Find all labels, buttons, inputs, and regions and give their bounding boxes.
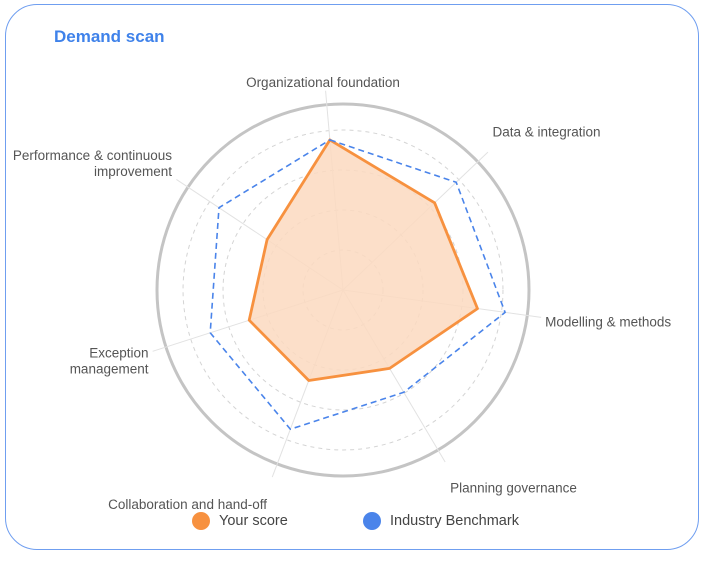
grid-ring bbox=[182, 129, 504, 451]
axis-label: Data & integration bbox=[493, 125, 601, 140]
chart-title: Demand scan bbox=[54, 27, 165, 46]
axis-label-line: Organizational foundation bbox=[246, 75, 400, 90]
legend-item-your-score: Your score bbox=[192, 512, 288, 530]
orange-dot-icon bbox=[192, 512, 210, 530]
axis-label-line: improvement bbox=[94, 164, 172, 179]
axis-label-line: Collaboration and hand-off bbox=[108, 497, 267, 512]
axis-label-line: management bbox=[70, 362, 149, 377]
radar-series bbox=[209, 138, 506, 431]
axis-label-line: Exception bbox=[89, 346, 148, 361]
outer-ring bbox=[155, 102, 531, 478]
axis-label: Modelling & methods bbox=[545, 314, 671, 329]
axis-label: Exception management bbox=[70, 346, 149, 377]
axis-label: Performance & continuous improvement bbox=[13, 148, 172, 179]
radar-axis-labels: Organizational foundation Data & integrat… bbox=[13, 75, 672, 512]
series-industry-benchmark bbox=[209, 139, 506, 431]
axis-label-line: Data & integration bbox=[493, 125, 601, 140]
axis-label-line: Modelling & methods bbox=[545, 314, 671, 329]
axis-label: Collaboration and hand-off bbox=[108, 497, 267, 512]
legend-label: Industry Benchmark bbox=[390, 513, 519, 529]
series-your-score bbox=[247, 138, 479, 382]
axis-label-line: Performance & continuous bbox=[13, 148, 172, 163]
legend-label: Your score bbox=[219, 513, 288, 529]
blue-dot-icon bbox=[363, 512, 381, 530]
axis-label: Planning governance bbox=[450, 481, 577, 496]
axis-label: Organizational foundation bbox=[246, 75, 400, 90]
legend-item-industry-benchmark: Industry Benchmark bbox=[363, 512, 519, 530]
axis-label-line: Planning governance bbox=[450, 481, 577, 496]
